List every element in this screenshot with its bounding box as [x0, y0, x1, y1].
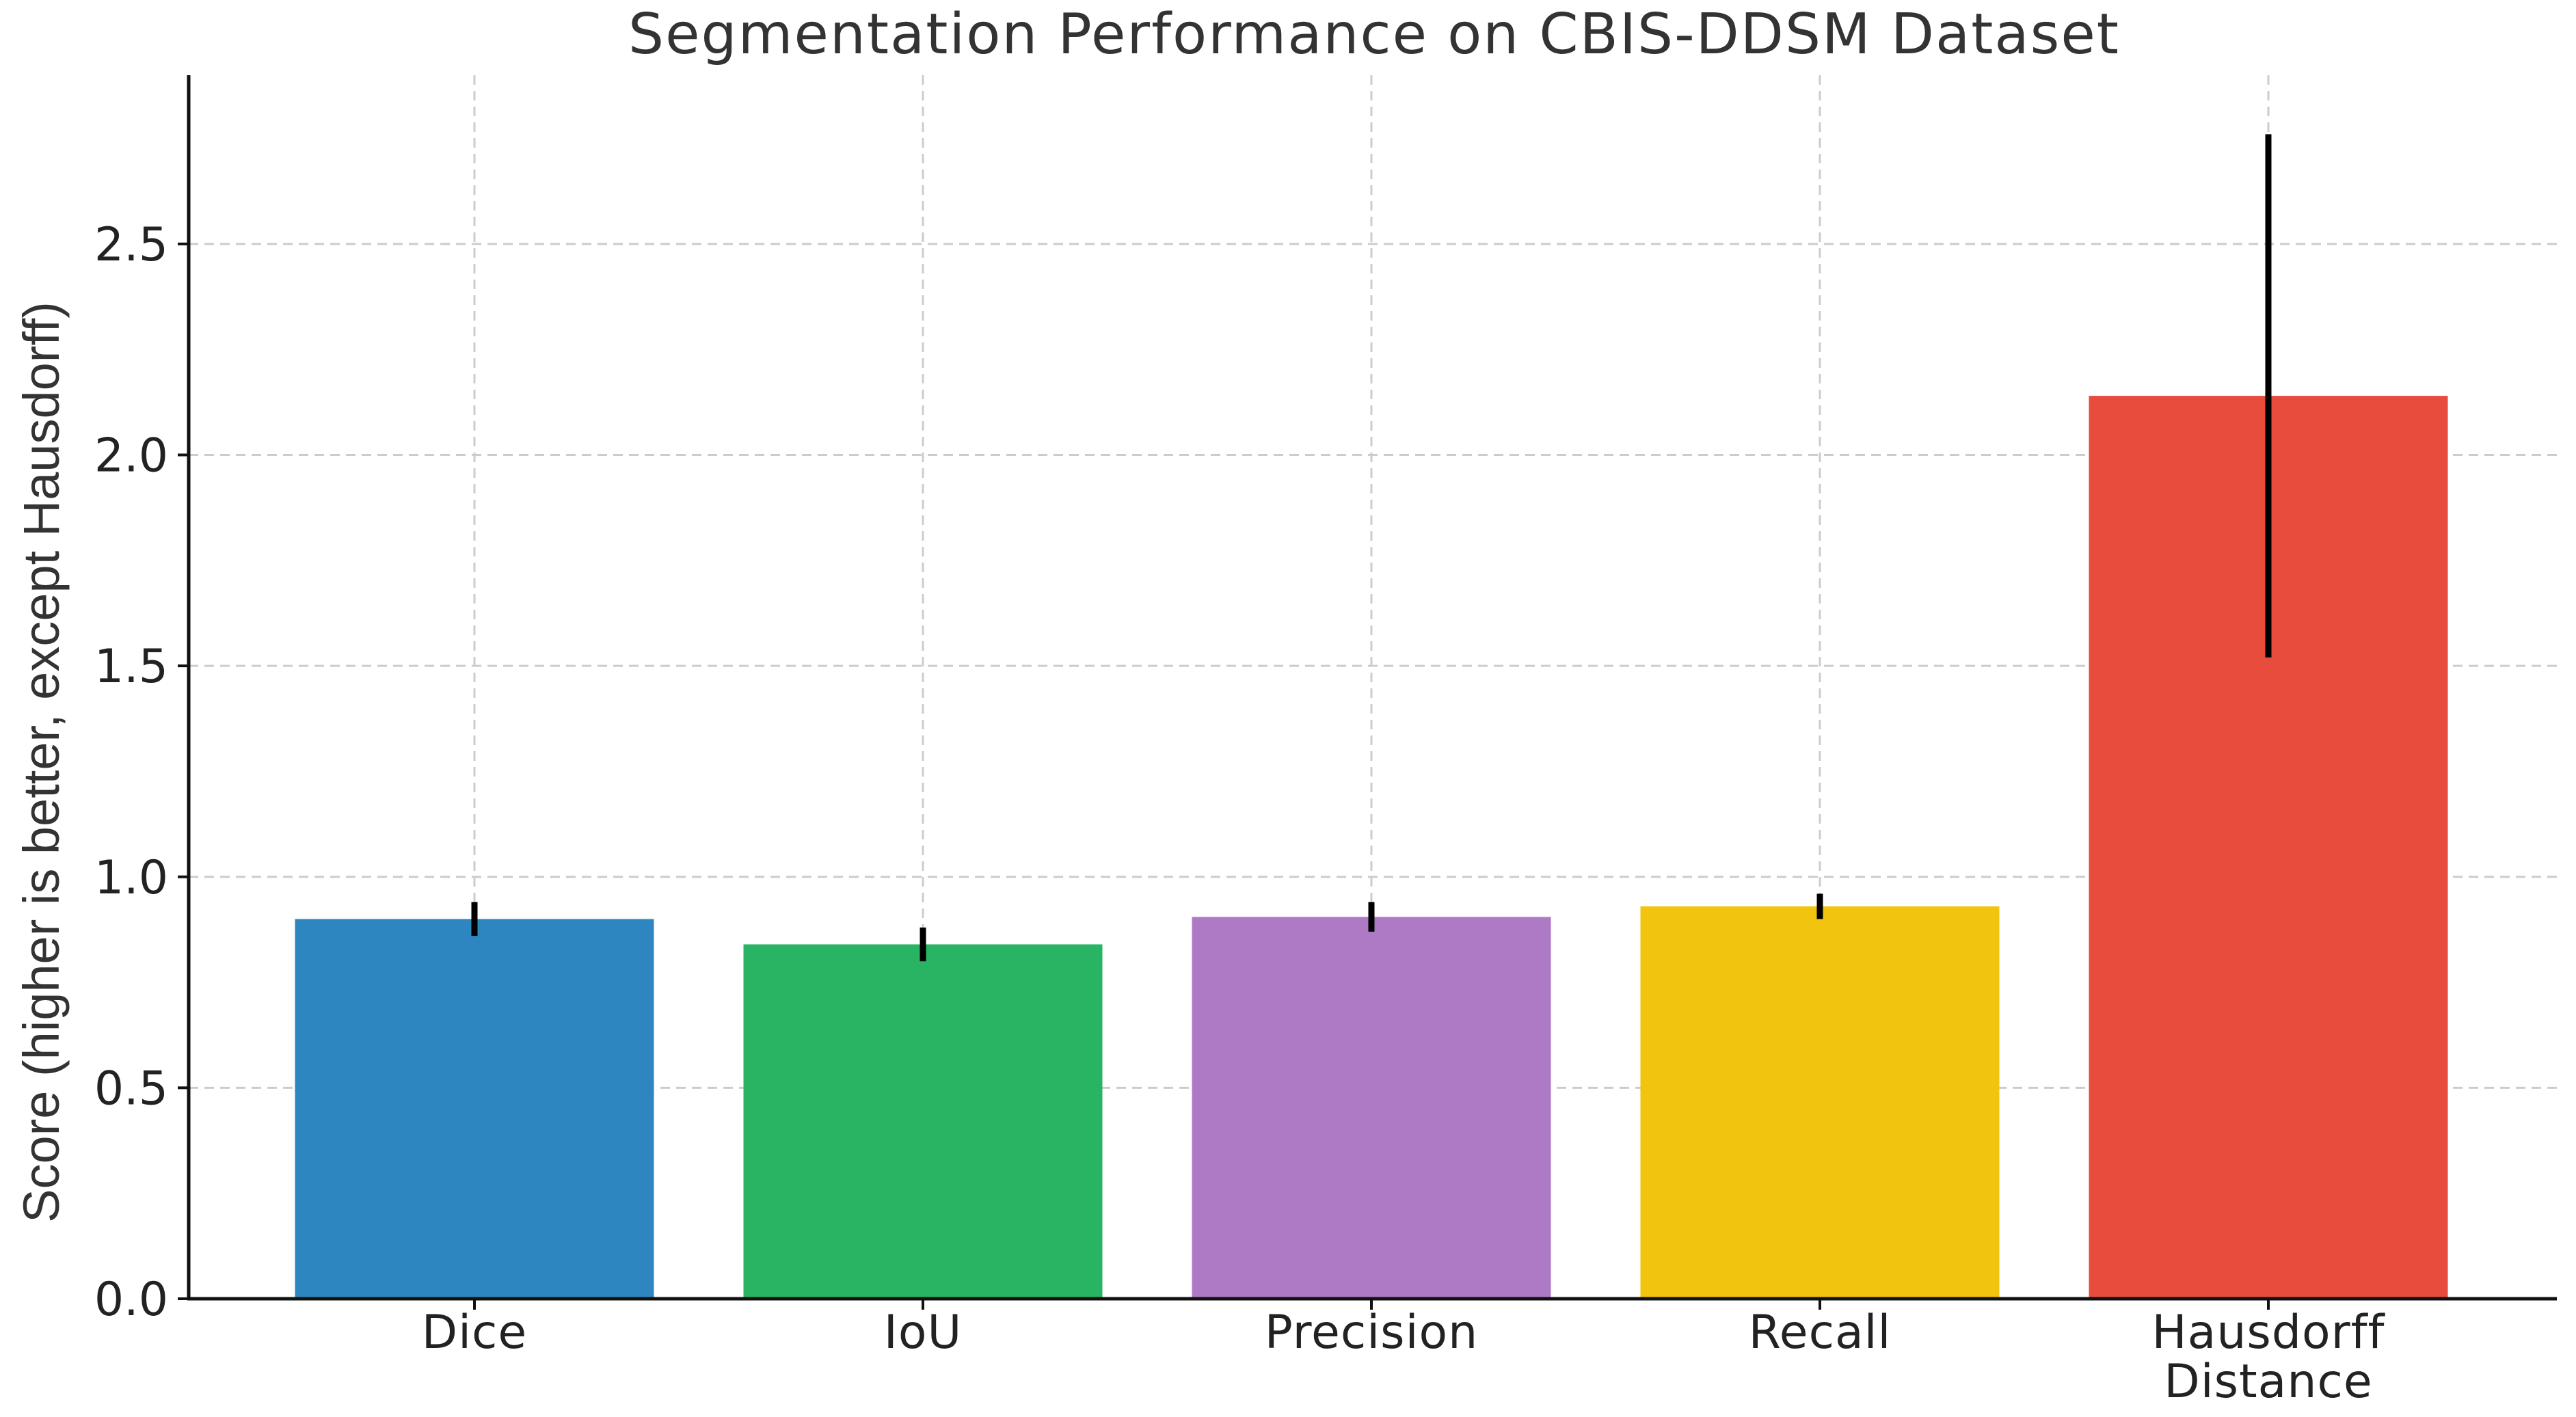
x-tick-label: IoU: [884, 1306, 962, 1360]
bar-dice: [295, 919, 654, 1299]
chart-title: Segmentation Performance on CBIS-DDSM Da…: [628, 2, 2120, 67]
label-layer: 0.0 0.5 1.0 1.5 2.0 2.5 Dice IoU Precision Recall…: [94, 218, 2386, 1409]
bar-iou: [743, 944, 1103, 1299]
y-axis-label: Score (higher is better, except Hausdorf…: [13, 301, 70, 1223]
x-tick-label-line: Precision: [1265, 1306, 1478, 1360]
y-tick-label: 0.5: [94, 1062, 168, 1116]
x-tick-label-line: Hausdorff: [2152, 1306, 2386, 1360]
x-tick-label: Dice: [422, 1306, 527, 1360]
y-tick-label: 0.0: [94, 1273, 168, 1327]
x-tick-label-line: IoU: [884, 1306, 962, 1360]
x-tick-label: Hausdorff Distance: [2152, 1306, 2386, 1409]
x-tick-label-line: Distance: [2164, 1355, 2372, 1409]
y-tick-label: 2.5: [94, 218, 168, 272]
x-tick-label: Recall: [1749, 1306, 1892, 1360]
y-tick-label: 1.5: [94, 640, 168, 694]
x-tick-label-line: Dice: [422, 1306, 527, 1360]
bar-precision: [1192, 917, 1551, 1299]
axis-layer: [178, 75, 2557, 1310]
x-tick-label: Precision: [1265, 1306, 1478, 1360]
y-tick-label: 1.0: [94, 851, 168, 905]
bar-recall: [1640, 906, 2000, 1299]
error-layer: [471, 134, 2272, 962]
y-tick-label: 2.0: [94, 429, 168, 483]
x-tick-label-line: Recall: [1749, 1306, 1892, 1360]
